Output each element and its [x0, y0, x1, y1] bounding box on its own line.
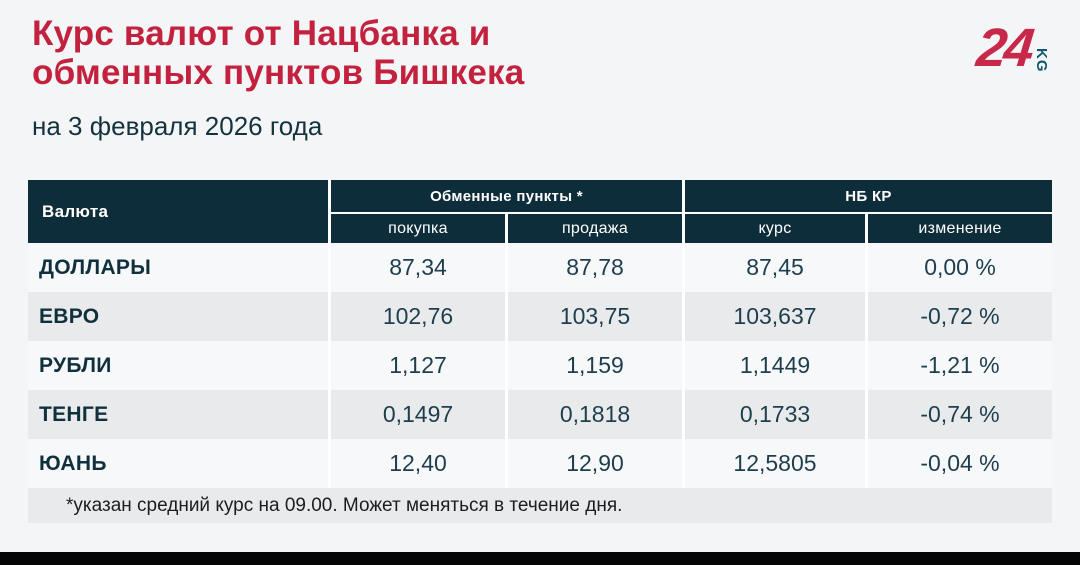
cell-currency: ДОЛЛАРЫ	[28, 243, 328, 292]
cell-rate: 87,45	[685, 243, 865, 292]
header-group-exchange-offices: Обменные пункты *	[331, 180, 682, 212]
header-currency: Валюта	[28, 180, 328, 243]
header-rate: курс	[685, 214, 865, 243]
cell-sell: 12,90	[508, 439, 682, 488]
cell-buy: 0,1497	[331, 390, 505, 439]
page-title-line2: обменных пунктов Бишкека	[32, 53, 525, 92]
table-row: РУБЛИ 1,127 1,159 1,1449 -1,21 %	[28, 341, 1052, 390]
logo-24-text: 24	[973, 18, 1035, 78]
cell-rate: 103,637	[685, 292, 865, 341]
table-row: ЕВРО 102,76 103,75 103,637 -0,72 %	[28, 292, 1052, 341]
footnote: *указан средний курс на 09.00. Может мен…	[28, 488, 1052, 523]
logo-kg-text: KG	[1033, 47, 1050, 73]
24kg-logo: 24 KG	[973, 18, 1050, 78]
cell-rate: 12,5805	[685, 439, 865, 488]
cell-sell: 1,159	[508, 341, 682, 390]
cell-buy: 102,76	[331, 292, 505, 341]
cell-rate: 0,1733	[685, 390, 865, 439]
header-group-nbkr: НБ КР	[685, 180, 1052, 212]
page-header: Курс валют от Нацбанка и обменных пункто…	[32, 14, 524, 140]
table-row: ЮАНЬ 12,40 12,90 12,5805 -0,04 %	[28, 439, 1052, 488]
currency-table: Валюта Обменные пункты * НБ КР покупка п…	[28, 180, 1052, 523]
cell-change: -0,04 %	[868, 439, 1052, 488]
bottom-black-bar	[0, 552, 1080, 565]
cell-currency: РУБЛИ	[28, 341, 328, 390]
cell-currency: ЮАНЬ	[28, 439, 328, 488]
cell-sell: 103,75	[508, 292, 682, 341]
cell-rate: 1,1449	[685, 341, 865, 390]
table-header: Валюта Обменные пункты * НБ КР покупка п…	[28, 180, 1052, 243]
cell-change: 0,00 %	[868, 243, 1052, 292]
cell-currency: ЕВРО	[28, 292, 328, 341]
cell-change: -1,21 %	[868, 341, 1052, 390]
cell-currency: ТЕНГЕ	[28, 390, 328, 439]
header-buy: покупка	[331, 214, 505, 243]
header-sell: продажа	[508, 214, 682, 243]
table-row: ТЕНГЕ 0,1497 0,1818 0,1733 -0,74 %	[28, 390, 1052, 439]
cell-sell: 87,78	[508, 243, 682, 292]
cell-change: -0,74 %	[868, 390, 1052, 439]
date-subtitle: на 3 февраля 2026 года	[32, 111, 323, 141]
cell-buy: 87,34	[331, 243, 505, 292]
table-row: ДОЛЛАРЫ 87,34 87,78 87,45 0,00 %	[28, 243, 1052, 292]
page-title: Курс валют от Нацбанка и обменных пункто…	[32, 14, 524, 92]
header-change: изменение	[868, 214, 1052, 243]
cell-change: -0,72 %	[868, 292, 1052, 341]
cell-buy: 1,127	[331, 341, 505, 390]
table-body: ДОЛЛАРЫ 87,34 87,78 87,45 0,00 % ЕВРО 10…	[28, 243, 1052, 488]
page-title-line1: Курс валют от Нацбанка и	[32, 14, 491, 53]
cell-sell: 0,1818	[508, 390, 682, 439]
cell-buy: 12,40	[331, 439, 505, 488]
